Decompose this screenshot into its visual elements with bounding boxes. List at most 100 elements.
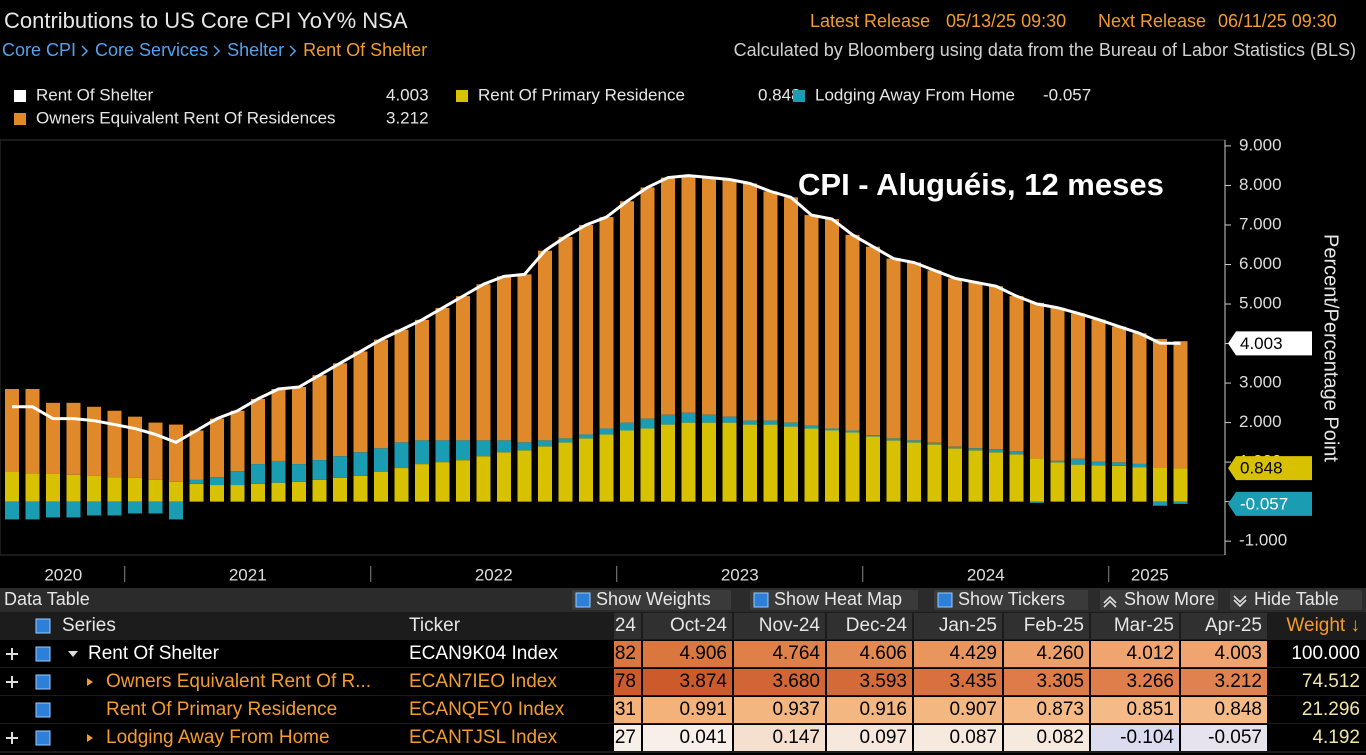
button[interactable] (572, 590, 731, 610)
bar-segment (1153, 468, 1167, 502)
cell-value: 0.937 (772, 699, 820, 720)
checkbox[interactable] (35, 674, 51, 690)
cell-value: 21.296 (1302, 699, 1360, 720)
heat-cell (914, 697, 1002, 723)
cell-value: 4.906 (679, 643, 727, 664)
bar-segment (394, 329, 409, 443)
bar-segment (825, 430, 839, 502)
bar-segment (886, 438, 901, 441)
bar-segment (743, 183, 757, 421)
bar-segment (558, 438, 573, 443)
next-release-label: Next Release (1098, 11, 1206, 31)
bar-segment (1030, 458, 1044, 502)
bar-segment (784, 426, 798, 502)
breadcrumb-item[interactable]: Core Services (95, 40, 208, 60)
header-cell (643, 613, 732, 639)
bar-segment (25, 389, 40, 474)
checkbox[interactable] (575, 592, 591, 608)
button-label[interactable]: Hide Table (1254, 589, 1339, 609)
bar-segment (1112, 465, 1126, 502)
button-label[interactable]: Show Heat Map (774, 589, 902, 609)
button[interactable] (750, 590, 918, 610)
bar-segment (1071, 458, 1085, 465)
bar-segment (1173, 341, 1188, 469)
bar-segment (476, 440, 491, 457)
bar-segment (1112, 326, 1126, 463)
bar-segment (1173, 501, 1188, 504)
cell-value: 78 (615, 671, 636, 692)
bar-segment (722, 179, 737, 417)
bar-segment (681, 422, 696, 502)
bar-segment (722, 422, 737, 502)
breadcrumb-separator (289, 45, 297, 57)
breadcrumb-item[interactable]: Shelter (227, 40, 284, 60)
breadcrumb-item[interactable]: Rent Of Shelter (303, 40, 427, 60)
bar-segment (989, 449, 1003, 453)
checkbox[interactable] (35, 730, 51, 746)
checkbox[interactable] (35, 646, 51, 662)
checkbox[interactable] (35, 618, 51, 634)
cell-value: 0.147 (772, 727, 820, 748)
bar-segment (353, 475, 368, 502)
checkbox[interactable] (35, 702, 51, 718)
heat-cell (914, 669, 1002, 695)
button[interactable] (1230, 590, 1362, 610)
button-label[interactable]: Show More (1124, 589, 1215, 609)
breadcrumb-item[interactable]: Core CPI (2, 40, 76, 60)
y-tick-label: 3.000 (1239, 373, 1282, 392)
bar-segment (866, 436, 880, 502)
breadcrumb-separator (81, 45, 89, 57)
heat-cell (1004, 641, 1089, 667)
data-table: Data Table Show Weights Show Heat Map Show … (0, 588, 1366, 753)
cell-value: 0.848 (1214, 699, 1262, 720)
bar-segment (948, 448, 962, 502)
expand-icon[interactable] (68, 651, 78, 657)
bar-segment (743, 420, 757, 425)
checkbox[interactable] (753, 592, 769, 608)
bar-segment (374, 339, 388, 449)
cell-value: 0.097 (859, 727, 907, 748)
bar-segment (558, 236, 573, 439)
heat-cell (614, 641, 641, 667)
line (12, 174, 1181, 445)
bar-segment (271, 460, 286, 483)
cell-value: 82 (615, 643, 636, 664)
value-label: -0.057 (1240, 494, 1288, 513)
button-label[interactable]: Show Tickers (958, 589, 1065, 609)
heat-cell (1181, 641, 1267, 667)
heat-cell (914, 641, 1002, 667)
bar-segment (107, 501, 122, 516)
bar-segment (292, 481, 306, 502)
bar-segment (599, 217, 614, 429)
bar-segment (599, 428, 614, 435)
cell-value: 3.435 (949, 671, 997, 692)
expand-icon[interactable] (87, 734, 93, 742)
series-name: Rent Of Primary Residence (106, 699, 337, 720)
heat-cell (643, 725, 732, 751)
button-label[interactable]: Show Weights (596, 589, 711, 609)
expand-icon[interactable] (87, 678, 93, 686)
bar-segment (230, 485, 245, 502)
bar-segment (763, 420, 778, 425)
value-label: 0.848 (1240, 459, 1283, 478)
bar-segment (210, 485, 224, 502)
value-box (1228, 491, 1312, 516)
button[interactable] (1100, 590, 1218, 610)
cell-value: 3.212 (1214, 671, 1262, 692)
bar-segment (230, 471, 245, 486)
bar-segment (435, 440, 450, 463)
checkbox[interactable] (937, 592, 953, 608)
bar-segment (66, 474, 81, 502)
cell-value: 4.606 (859, 643, 907, 664)
bar-segment (87, 475, 101, 502)
cell-value: 3.680 (772, 671, 820, 692)
bar-segment (1132, 463, 1147, 468)
header-cell (614, 613, 641, 639)
button[interactable] (934, 590, 1088, 610)
header-cell (914, 613, 1002, 639)
value-box (1228, 456, 1312, 481)
header-cell (1091, 613, 1179, 639)
legend-value: 3.212 (386, 108, 429, 127)
bar-segment (312, 479, 327, 502)
bar-segment (579, 224, 593, 435)
